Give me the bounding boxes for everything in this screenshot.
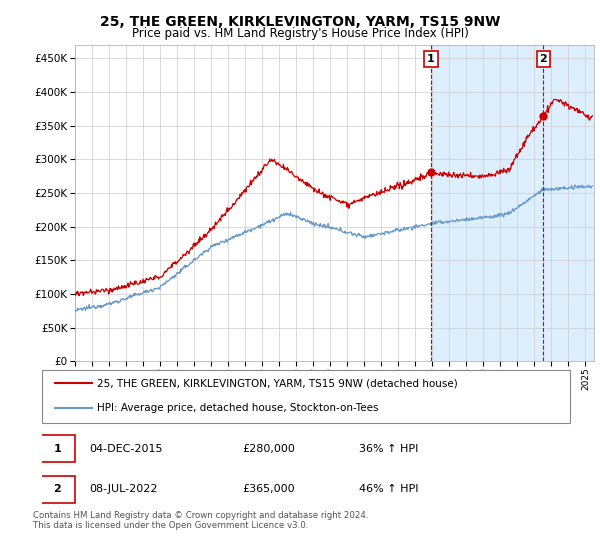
- Text: 2: 2: [53, 484, 61, 494]
- Text: 25, THE GREEN, KIRKLEVINGTON, YARM, TS15 9NW: 25, THE GREEN, KIRKLEVINGTON, YARM, TS15…: [100, 15, 500, 29]
- Text: £280,000: £280,000: [242, 444, 296, 454]
- Text: 25, THE GREEN, KIRKLEVINGTON, YARM, TS15 9NW (detached house): 25, THE GREEN, KIRKLEVINGTON, YARM, TS15…: [97, 379, 458, 389]
- Text: 08-JUL-2022: 08-JUL-2022: [89, 484, 158, 494]
- Text: 1: 1: [53, 444, 61, 454]
- Text: 36% ↑ HPI: 36% ↑ HPI: [359, 444, 418, 454]
- Text: Contains HM Land Registry data © Crown copyright and database right 2024.
This d: Contains HM Land Registry data © Crown c…: [33, 511, 368, 530]
- Text: HPI: Average price, detached house, Stockton-on-Tees: HPI: Average price, detached house, Stoc…: [97, 403, 379, 413]
- Text: £365,000: £365,000: [242, 484, 295, 494]
- Text: 2: 2: [539, 54, 547, 64]
- FancyBboxPatch shape: [42, 370, 570, 423]
- Text: 46% ↑ HPI: 46% ↑ HPI: [359, 484, 418, 494]
- Text: 04-DEC-2015: 04-DEC-2015: [89, 444, 163, 454]
- FancyBboxPatch shape: [40, 476, 75, 503]
- Text: Price paid vs. HM Land Registry's House Price Index (HPI): Price paid vs. HM Land Registry's House …: [131, 27, 469, 40]
- Text: 1: 1: [427, 54, 435, 64]
- Bar: [431, 45, 594, 361]
- FancyBboxPatch shape: [40, 435, 75, 462]
